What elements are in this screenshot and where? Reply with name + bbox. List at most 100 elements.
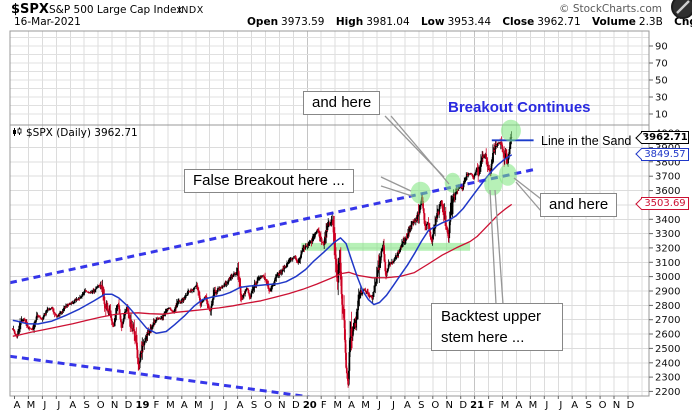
annotation-breakout-continues: Breakout Continues: [448, 99, 591, 116]
svg-text:2200: 2200: [655, 387, 680, 398]
svg-text:F: F: [488, 400, 494, 411]
svg-text:2500: 2500: [655, 344, 680, 355]
change-field: Chg-6.23 (-0.16%): [674, 16, 692, 28]
svg-text:3100: 3100: [655, 258, 680, 269]
svg-text:N: N: [613, 400, 620, 411]
callout-and-here-top: and here: [303, 91, 381, 115]
volume-field: Volume 2.3B: [592, 16, 663, 28]
svg-text:M: M: [333, 400, 342, 411]
support-band-highlight: [301, 242, 471, 251]
svg-text:J: J: [210, 400, 214, 411]
svg-text:S: S: [586, 400, 592, 411]
svg-text:2600: 2600: [655, 330, 680, 341]
callout-backtest-line1: Backtest upper: [441, 308, 542, 325]
stockcharts-brand: © StockCharts.com: [559, 3, 662, 15]
high-field: High 3981.04: [335, 16, 410, 28]
chart-date: 16-Mar-2021: [14, 16, 81, 28]
lower-trendline-dashed: [10, 354, 311, 396]
svg-text:3800: 3800: [655, 157, 680, 168]
svg-text:F: F: [154, 400, 160, 411]
svg-text:30: 30: [655, 93, 668, 104]
ma200-price-flag: 3503.69: [641, 197, 689, 211]
svg-text:J: J: [544, 400, 548, 411]
close-field: Close 3962.71: [502, 16, 581, 28]
svg-text:S: S: [418, 400, 424, 411]
overlay-widget-icon[interactable]: [670, 0, 692, 20]
svg-text:M: M: [529, 400, 538, 411]
y-axis-labels: 4000390038003700360035003400330032003100…: [649, 42, 680, 398]
svg-text:20: 20: [303, 400, 317, 411]
svg-text:3000: 3000: [655, 272, 680, 283]
svg-text:2300: 2300: [655, 373, 680, 384]
low-field: Low 3953.44: [420, 16, 491, 28]
svg-text:A: A: [14, 400, 21, 411]
svg-text:S: S: [251, 400, 257, 411]
exchange-tag: INDX: [178, 5, 204, 16]
svg-text:3600: 3600: [655, 186, 680, 197]
x-axis-labels: A M J J A S O N D 19 F M A M J J A S O N D 20 F M A M J J A S O N D 21 F M A…: [14, 396, 635, 411]
svg-text:D: D: [459, 400, 467, 411]
svg-text:2400: 2400: [655, 358, 680, 369]
svg-text:O: O: [97, 400, 105, 411]
svg-text:J: J: [42, 400, 46, 411]
ma200-line: [12, 203, 513, 337]
svg-text:90: 90: [655, 42, 668, 53]
svg-text:3300: 3300: [655, 229, 680, 240]
chart-legend: $SPX (Daily) 3962.71: [12, 127, 138, 139]
svg-text:A: A: [404, 400, 411, 411]
ma50-price-flag: 3849.57: [641, 147, 689, 161]
svg-text:J: J: [558, 400, 562, 411]
open-field: Open 3973.59: [247, 16, 325, 28]
svg-text:D: D: [627, 400, 635, 411]
symbol: $SPX: [11, 2, 49, 17]
svg-text:O: O: [599, 400, 607, 411]
svg-text:A: A: [181, 400, 188, 411]
svg-text:21: 21: [470, 400, 484, 411]
annotation-line-in-the-sand: Line in the Sand: [541, 134, 632, 148]
callout-and-here-right: and here: [540, 193, 618, 217]
svg-text:S: S: [84, 400, 90, 411]
svg-text:J: J: [377, 400, 381, 411]
svg-text:3400: 3400: [655, 215, 680, 226]
svg-text:J: J: [56, 400, 60, 411]
svg-text:A: A: [348, 400, 355, 411]
ohlc-row: Open 3973.59 High 3981.04 Low 3953.44 Close…: [247, 16, 692, 28]
svg-text:J: J: [391, 400, 395, 411]
svg-text:M: M: [501, 400, 510, 411]
svg-text:19: 19: [136, 400, 150, 411]
svg-text:70: 70: [655, 59, 668, 70]
svg-text:M: M: [27, 400, 36, 411]
svg-text:N: N: [111, 400, 118, 411]
svg-text:3700: 3700: [655, 172, 680, 183]
svg-text:F: F: [321, 400, 327, 411]
svg-text:O: O: [264, 400, 272, 411]
svg-text:2800: 2800: [655, 301, 680, 312]
svg-text:50: 50: [655, 76, 668, 87]
breakout-highlight-circles: [410, 119, 521, 204]
svg-text:3200: 3200: [655, 243, 680, 254]
svg-text:N: N: [278, 400, 285, 411]
last-price-flag: 3962.71: [641, 131, 689, 145]
svg-text:A: A: [515, 400, 522, 411]
svg-text:D: D: [125, 400, 133, 411]
svg-text:M: M: [166, 400, 175, 411]
svg-text:10: 10: [655, 110, 668, 121]
pane-frame: [9, 30, 650, 397]
svg-text:N: N: [445, 400, 452, 411]
dark-circle-icon: [671, 0, 692, 19]
legend-label: $SPX (Daily) 3962.71: [26, 127, 138, 139]
callout-pointer-lines: [380, 115, 542, 305]
svg-text:O: O: [431, 400, 439, 411]
svg-text:A: A: [571, 400, 578, 411]
svg-text:A: A: [237, 400, 244, 411]
svg-text:D: D: [292, 400, 300, 411]
svg-text:2700: 2700: [655, 315, 680, 326]
svg-text:M: M: [361, 400, 370, 411]
callout-backtest-line2: stem here ...: [441, 329, 525, 346]
svg-text:J: J: [224, 400, 228, 411]
ma50-line: [12, 154, 513, 335]
callout-false-breakout: False Breakout here ...: [184, 169, 354, 193]
chart-type-icon: [13, 127, 22, 136]
